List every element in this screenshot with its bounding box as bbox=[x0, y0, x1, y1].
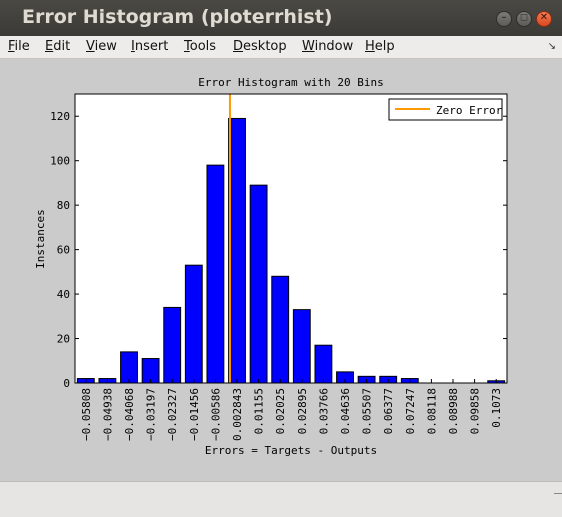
menu-window[interactable]: Window bbox=[302, 39, 354, 54]
histogram-bar bbox=[271, 275, 290, 384]
minimize-button[interactable]: – bbox=[496, 11, 512, 27]
histogram-bar bbox=[249, 184, 268, 384]
x-tick-label: 0.05507 bbox=[361, 388, 374, 434]
x-tick-label: 0.09858 bbox=[469, 388, 482, 434]
legend: Zero Error bbox=[388, 98, 503, 121]
axes-box bbox=[74, 93, 508, 384]
x-tick-label: −0.03197 bbox=[145, 388, 158, 441]
histogram-bar bbox=[120, 351, 138, 384]
x-tick-label: 0.002843 bbox=[231, 388, 244, 441]
figure-canvas: 0 20 40 60 80 100 120 −0.05808 −0.04938 −0.04068… bbox=[0, 59, 562, 481]
status-bar bbox=[0, 481, 562, 517]
maximize-icon: ◻ bbox=[519, 12, 529, 23]
x-tick-label: −0.01456 bbox=[188, 388, 201, 441]
menu-file[interactable]: File bbox=[8, 39, 30, 54]
x-tick-label: 0.1073 bbox=[490, 388, 503, 428]
close-button[interactable]: ✕ bbox=[536, 11, 552, 27]
menu-tools[interactable]: Tools bbox=[184, 39, 217, 54]
x-tick-label: 0.02895 bbox=[296, 388, 309, 434]
y-tick-label: 100 bbox=[50, 155, 70, 168]
y-tick-label: 60 bbox=[57, 244, 70, 257]
menu-desktop[interactable]: Desktop bbox=[233, 39, 287, 54]
close-icon: ✕ bbox=[539, 12, 549, 23]
histogram-bar bbox=[206, 164, 225, 384]
maximize-button[interactable]: ◻ bbox=[516, 11, 532, 27]
menu-insert[interactable]: Insert bbox=[131, 39, 169, 54]
y-tick-label: 0 bbox=[63, 377, 70, 390]
x-tick-label: −0.04938 bbox=[101, 388, 114, 441]
y-tick-label: 40 bbox=[57, 288, 70, 301]
x-tick-label: 0.07247 bbox=[404, 388, 417, 434]
y-tick-label: 120 bbox=[50, 110, 70, 123]
x-tick-label: −0.02327 bbox=[166, 388, 179, 441]
x-tick-label: 0.01155 bbox=[253, 388, 266, 434]
x-tick-label: −0.00586 bbox=[209, 388, 222, 441]
minimize-icon: – bbox=[501, 12, 507, 23]
menu-help[interactable]: Help bbox=[365, 39, 395, 54]
legend-box bbox=[388, 98, 503, 121]
x-axis-label: Errors = Targets - Outputs bbox=[205, 444, 377, 457]
x-tick-label: −0.04068 bbox=[123, 388, 136, 441]
histogram-bar bbox=[314, 344, 333, 384]
y-axis-label: Instances bbox=[34, 209, 47, 269]
plot-area bbox=[75, 94, 507, 383]
menu-view[interactable]: View bbox=[86, 39, 117, 54]
menu-edit[interactable]: Edit bbox=[45, 39, 71, 54]
x-tick-label: −0.05808 bbox=[80, 388, 93, 441]
x-tick-label: 0.03766 bbox=[317, 388, 330, 434]
menu-bar: File Edit View Insert Tools Desktop Wind… bbox=[0, 36, 562, 59]
dock-arrow-icon[interactable]: ↘ bbox=[547, 41, 556, 52]
legend-label: Zero Error bbox=[436, 104, 503, 117]
x-tick-label: 0.06377 bbox=[382, 388, 395, 434]
histogram-bar bbox=[292, 309, 311, 384]
x-tick-label: 0.04636 bbox=[339, 388, 352, 434]
y-tick-label: 20 bbox=[57, 333, 70, 346]
histogram-bar bbox=[228, 117, 246, 384]
x-tick-label: 0.08988 bbox=[447, 388, 460, 434]
histogram-chart: 0 20 40 60 80 100 120 −0.05808 −0.04938 −0.04068… bbox=[34, 76, 508, 457]
histogram-bar bbox=[184, 264, 203, 384]
status-divider bbox=[554, 493, 562, 494]
x-tick-label: 0.08118 bbox=[425, 388, 438, 434]
title-bar: Error Histogram (ploterrhist) – ◻ ✕ bbox=[0, 0, 562, 36]
y-tick-label: 80 bbox=[57, 199, 70, 212]
x-tick-label: 0.02025 bbox=[274, 388, 287, 434]
chart-title: Error Histogram with 20 Bins bbox=[198, 76, 383, 89]
histogram-bar bbox=[163, 306, 182, 384]
window-title: Error Histogram (ploterrhist) bbox=[22, 6, 333, 28]
